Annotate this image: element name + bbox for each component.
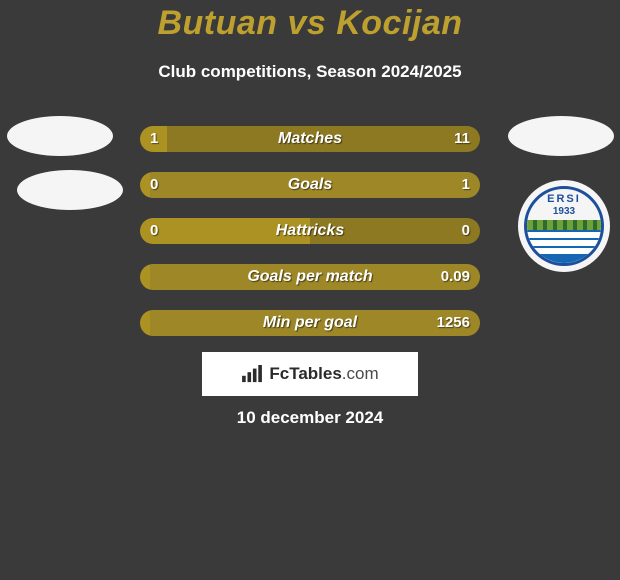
metric-right-bar xyxy=(310,218,480,244)
metric-left-bar xyxy=(140,126,167,152)
crest-year: 1933 xyxy=(527,206,601,217)
metric-left-bar xyxy=(140,218,310,244)
metric-row: Goals per match0.09 xyxy=(140,264,480,290)
metric-left-bar xyxy=(140,264,150,290)
team-b-logo-placeholder xyxy=(508,116,614,156)
brand-name: FcTables.com xyxy=(269,364,378,384)
comparison-infographic: Butuan vs Kocijan Club competitions, Sea… xyxy=(0,0,620,580)
page-title: Butuan vs Kocijan xyxy=(0,4,620,43)
crest-text: ERSI xyxy=(527,193,601,205)
metric-left-bar xyxy=(140,172,150,198)
metric-right-bar xyxy=(167,126,480,152)
brand-badge[interactable]: FcTables.com xyxy=(202,352,418,396)
metric-row: Min per goal1256 xyxy=(140,310,480,336)
metric-right-bar xyxy=(150,264,480,290)
team-b-crest: ERSI 1933 xyxy=(518,180,610,272)
metric-left-bar xyxy=(140,310,150,336)
metric-right-bar xyxy=(150,310,480,336)
bar-chart-icon xyxy=(241,365,263,383)
metric-right-bar xyxy=(150,172,480,198)
metric-row: Hattricks00 xyxy=(140,218,480,244)
date-text: 10 december 2024 xyxy=(0,408,620,428)
metric-row: Goals01 xyxy=(140,172,480,198)
team-a-logo-placeholder-2 xyxy=(17,170,123,210)
team-a-logo-placeholder xyxy=(7,116,113,156)
metric-row: Matches111 xyxy=(140,126,480,152)
crest-waves xyxy=(527,230,601,263)
page-subtitle: Club competitions, Season 2024/2025 xyxy=(0,62,620,82)
